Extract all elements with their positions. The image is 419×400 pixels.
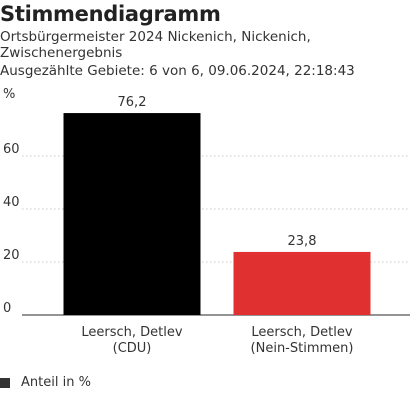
x-category-label: Leersch, Detlev — [251, 325, 352, 340]
bar-value-label: 23,8 — [288, 234, 317, 249]
legend-label: Anteil in % — [21, 375, 91, 390]
y-tick-label: 20 — [3, 248, 20, 263]
chart-title: Stimmendiagramm — [0, 2, 221, 26]
count-status: Ausgezählte Gebiete: 6 von 6, 09.06.2024… — [0, 63, 355, 79]
chart-subtitle: Ortsbürgermeister 2024 Nickenich, Nicken… — [0, 29, 311, 61]
x-category-label: (Nein-Stimmen) — [251, 341, 354, 356]
y-tick-label: 60 — [3, 142, 20, 157]
legend: Anteil in % — [0, 375, 91, 390]
y-axis-unit-label: % — [3, 87, 15, 102]
legend-swatch — [0, 377, 10, 388]
y-tick-label: 40 — [3, 195, 20, 210]
x-category-label: (CDU) — [113, 341, 152, 356]
x-category-label: Leersch, Detlev — [81, 325, 182, 340]
bar — [233, 251, 371, 315]
bar — [63, 113, 201, 315]
y-tick-label: 0 — [3, 301, 11, 316]
bar-value-label: 76,2 — [118, 95, 147, 110]
